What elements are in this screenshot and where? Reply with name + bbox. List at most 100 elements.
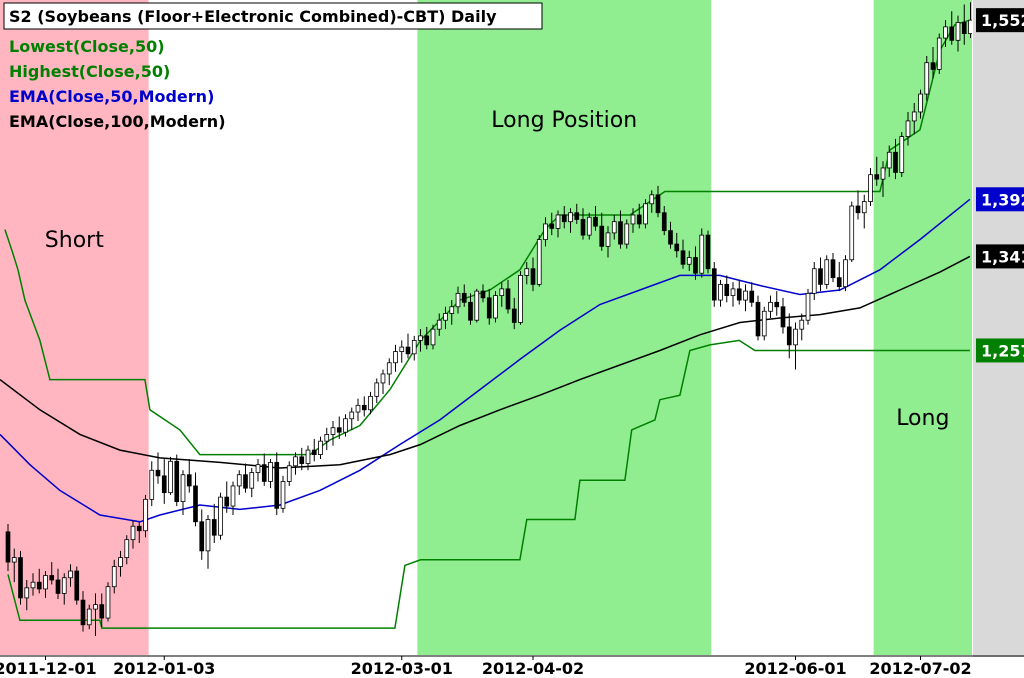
candle-body xyxy=(936,37,942,70)
candle-body xyxy=(524,268,530,276)
candle-body xyxy=(630,214,636,225)
candle-body xyxy=(736,288,742,301)
candle-body xyxy=(424,335,430,346)
candle-body xyxy=(543,223,548,241)
candle-body xyxy=(868,174,873,202)
candle-body xyxy=(718,283,723,301)
candle-body xyxy=(705,234,711,270)
candle-body xyxy=(755,301,761,337)
candle-body xyxy=(449,306,455,314)
x-tick-label: 2011-12-01 xyxy=(0,659,97,678)
region-label: Short xyxy=(45,228,104,253)
candle-body xyxy=(955,21,961,41)
candle-body xyxy=(605,232,611,247)
candle-body xyxy=(793,328,798,346)
region-label: Long xyxy=(896,406,949,431)
candle-body xyxy=(961,21,967,34)
candle-body xyxy=(780,306,786,328)
candle-body xyxy=(161,475,167,494)
plot-area xyxy=(0,0,972,655)
candle-body xyxy=(518,275,523,323)
candle-body xyxy=(505,288,511,310)
candle-body xyxy=(336,427,342,433)
candle-body xyxy=(668,230,673,245)
price-axis: 1,552 1,392 1,341 1,257 xyxy=(976,8,1024,363)
price-tag-label: 1,392 xyxy=(981,190,1024,209)
candle-body xyxy=(893,151,898,173)
candle-body xyxy=(555,214,561,229)
candle-body xyxy=(36,581,42,590)
candle-body xyxy=(643,203,648,225)
candle-body xyxy=(824,259,830,285)
candle-body xyxy=(436,319,442,330)
candle-body xyxy=(43,575,48,590)
candle-body xyxy=(468,301,473,321)
candle-body xyxy=(930,62,936,70)
candle-body xyxy=(243,474,248,489)
candle-body xyxy=(349,411,355,420)
candle-body xyxy=(768,301,773,312)
candle-body xyxy=(68,570,73,579)
candle-body xyxy=(343,418,348,433)
candle-body xyxy=(330,427,336,435)
candle-body xyxy=(480,290,486,299)
x-tick-label: 2012-07-02 xyxy=(869,659,971,678)
candle-body xyxy=(280,481,286,509)
candle-body xyxy=(430,328,436,346)
candle-body xyxy=(818,268,823,285)
candle-body xyxy=(530,268,536,285)
candle-body xyxy=(624,223,630,245)
candle-body xyxy=(861,201,867,214)
candle-body xyxy=(499,288,505,296)
price-tag xyxy=(976,338,1024,363)
candle-body xyxy=(830,259,836,279)
candle-body xyxy=(655,194,661,214)
title-box xyxy=(3,2,543,30)
candle-body xyxy=(180,474,186,503)
candle-body xyxy=(74,570,80,601)
candle-body xyxy=(311,449,317,455)
candle-body xyxy=(111,566,117,588)
position-region xyxy=(0,0,149,655)
candle-body xyxy=(418,335,423,341)
candle-body xyxy=(724,283,730,296)
candle-body xyxy=(80,599,86,626)
candle-body xyxy=(918,93,923,113)
candle-body xyxy=(393,351,398,364)
candle-body xyxy=(568,212,573,223)
candle-body xyxy=(186,474,192,487)
candle-body xyxy=(380,373,386,384)
candle-body xyxy=(86,608,92,626)
candle-body xyxy=(461,292,467,303)
candle-body xyxy=(586,216,592,236)
candle-body xyxy=(136,525,142,532)
candle-body xyxy=(680,250,686,265)
candle-body xyxy=(368,395,373,411)
x-tick-label: 2012-03-01 xyxy=(351,659,453,678)
candle-body xyxy=(130,525,136,541)
candle-body xyxy=(486,297,492,319)
legend-entry: Lowest(Close,50) xyxy=(9,37,165,56)
price-tag-label: 1,257 xyxy=(981,341,1024,360)
candle-body xyxy=(880,167,886,180)
candle-body xyxy=(411,339,417,355)
candle-body xyxy=(730,288,736,296)
candle-body xyxy=(93,604,98,610)
candle-body xyxy=(230,485,236,507)
candle-body xyxy=(11,557,17,563)
candle-body xyxy=(249,472,255,489)
candle-body xyxy=(149,469,155,500)
candle-body xyxy=(49,575,55,581)
candle-body xyxy=(636,214,642,225)
x-tick-label: 2012-04-02 xyxy=(482,659,584,678)
candle-body xyxy=(18,557,23,599)
legend-entry: EMA(Close,50,Modern) xyxy=(9,87,214,106)
indicator-line xyxy=(7,339,970,629)
price-tag xyxy=(976,187,1024,212)
candle-body xyxy=(218,496,223,536)
candle-body xyxy=(386,362,392,375)
candle-body xyxy=(168,460,173,494)
candle-body xyxy=(593,216,598,227)
candle-body xyxy=(661,212,667,232)
candle-body xyxy=(899,136,905,173)
